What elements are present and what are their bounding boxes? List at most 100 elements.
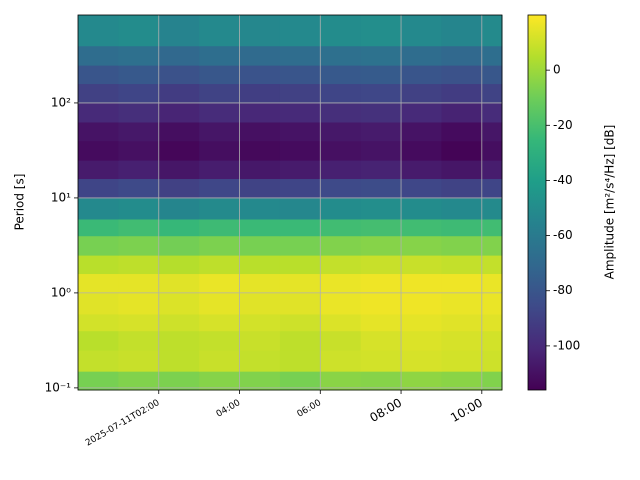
cell	[481, 140, 503, 161]
cell	[78, 273, 119, 294]
cell	[320, 140, 362, 161]
cell	[239, 83, 281, 104]
cell	[158, 330, 200, 351]
cell	[158, 371, 200, 391]
cell	[118, 235, 160, 256]
cell	[158, 178, 200, 199]
cell	[401, 140, 442, 161]
cell	[118, 65, 160, 85]
cell	[158, 292, 200, 315]
x-tick-label: 06:00	[296, 398, 324, 420]
cell	[158, 83, 200, 104]
cell	[401, 45, 442, 66]
cell	[401, 292, 442, 315]
cell	[320, 178, 362, 199]
cell	[158, 15, 200, 47]
cell	[320, 292, 362, 315]
cell	[401, 235, 442, 256]
cell	[239, 330, 281, 351]
cell	[78, 255, 119, 275]
cell	[441, 255, 483, 275]
cell	[239, 160, 281, 180]
cell	[481, 121, 503, 142]
x-tick-label: 08:00	[367, 396, 404, 425]
cell	[360, 140, 402, 161]
cell	[360, 102, 402, 123]
cell	[199, 313, 241, 332]
cell	[441, 235, 483, 256]
cell	[279, 313, 321, 332]
cell	[78, 102, 119, 123]
cell	[78, 178, 119, 199]
cell	[320, 273, 362, 294]
cell	[158, 313, 200, 332]
cell	[401, 83, 442, 104]
cell	[360, 197, 402, 220]
cell	[158, 45, 200, 66]
cell	[360, 350, 402, 372]
cell	[279, 65, 321, 85]
cell	[320, 371, 362, 391]
cell	[441, 102, 483, 123]
cell	[239, 65, 281, 85]
cell	[441, 65, 483, 85]
cell	[239, 197, 281, 220]
cell	[401, 371, 442, 391]
cell	[481, 65, 503, 85]
cell	[401, 350, 442, 372]
cell	[199, 255, 241, 275]
cell	[320, 65, 362, 85]
cell	[481, 178, 503, 199]
cell	[239, 121, 281, 142]
cell	[239, 218, 281, 237]
cell	[199, 102, 241, 123]
cell	[441, 83, 483, 104]
cell	[158, 255, 200, 275]
cell	[320, 121, 362, 142]
cell	[401, 197, 442, 220]
cell	[78, 350, 119, 372]
cell	[279, 121, 321, 142]
cell	[199, 140, 241, 161]
cell	[441, 371, 483, 391]
cell	[481, 83, 503, 104]
cell	[78, 313, 119, 332]
cell	[78, 330, 119, 351]
cell	[118, 178, 160, 199]
cell	[118, 292, 160, 315]
x-tick-label: 04:00	[215, 398, 243, 420]
cell	[360, 273, 402, 294]
cell	[320, 255, 362, 275]
cell	[441, 330, 483, 351]
cell	[239, 350, 281, 372]
cell	[118, 15, 160, 47]
cell	[199, 160, 241, 180]
cell	[158, 160, 200, 180]
cell	[199, 45, 241, 66]
colorbar-tick-label: -40	[553, 173, 573, 187]
cell	[78, 83, 119, 104]
colorbar	[527, 14, 547, 391]
cell	[481, 160, 503, 180]
cell	[78, 218, 119, 237]
cell	[158, 235, 200, 256]
cell	[158, 273, 200, 294]
cell	[481, 235, 503, 256]
cell	[239, 45, 281, 66]
cell	[401, 160, 442, 180]
cell	[279, 255, 321, 275]
cell	[401, 330, 442, 351]
cell	[279, 15, 321, 47]
cell	[199, 330, 241, 351]
cell	[401, 218, 442, 237]
cell	[320, 330, 362, 351]
cell	[199, 65, 241, 85]
cell	[239, 273, 281, 294]
cell	[199, 235, 241, 256]
cell	[481, 313, 503, 332]
cell	[441, 218, 483, 237]
cell	[441, 273, 483, 294]
cell	[441, 197, 483, 220]
cell	[239, 102, 281, 123]
cell	[158, 121, 200, 142]
